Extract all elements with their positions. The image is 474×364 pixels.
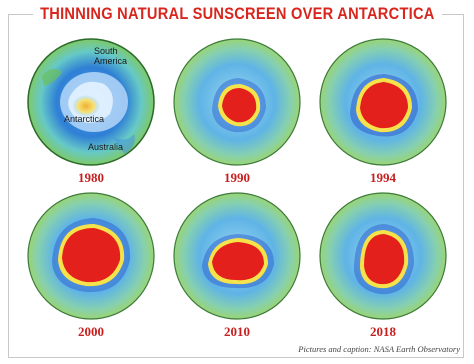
ozone-map-1980 [27, 38, 155, 166]
ozone-map-1990 [173, 38, 301, 166]
label-australia: Australia [88, 142, 124, 152]
ozone-map-2010 [173, 192, 301, 320]
ozone-panel-1980: South America Antarctica Australia 1980 [22, 36, 160, 185]
year-label-2018: 2018 [370, 324, 396, 339]
ozone-map-2018 [319, 192, 447, 320]
year-label-1990: 1990 [224, 170, 250, 185]
year-label-2000: 2000 [78, 324, 104, 339]
label-south-america: South America [94, 46, 128, 66]
year-label-1994: 1994 [370, 170, 396, 185]
ozone-panel-1990: 1990 [168, 36, 306, 185]
ozone-map-1994 [319, 38, 447, 166]
image-credit: Pictures and caption: NASA Earth Observa… [298, 344, 460, 354]
ozone-panel-1994: 1994 [314, 36, 452, 185]
label-antarctica: Antarctica [64, 114, 105, 124]
ozone-panel-2010: 2010 [168, 190, 306, 339]
ozone-map-2000 [27, 192, 155, 320]
figure-title: THINNING NATURAL SUNSCREEN OVER ANTARCTI… [32, 4, 442, 24]
year-label-2010: 2010 [224, 324, 250, 339]
ozone-panel-2000: 2000 [22, 190, 160, 339]
year-label-1980: 1980 [78, 170, 104, 185]
title-bar: THINNING NATURAL SUNSCREEN OVER ANTARCTI… [0, 2, 474, 26]
ozone-panel-2018: 2018 [314, 190, 452, 339]
